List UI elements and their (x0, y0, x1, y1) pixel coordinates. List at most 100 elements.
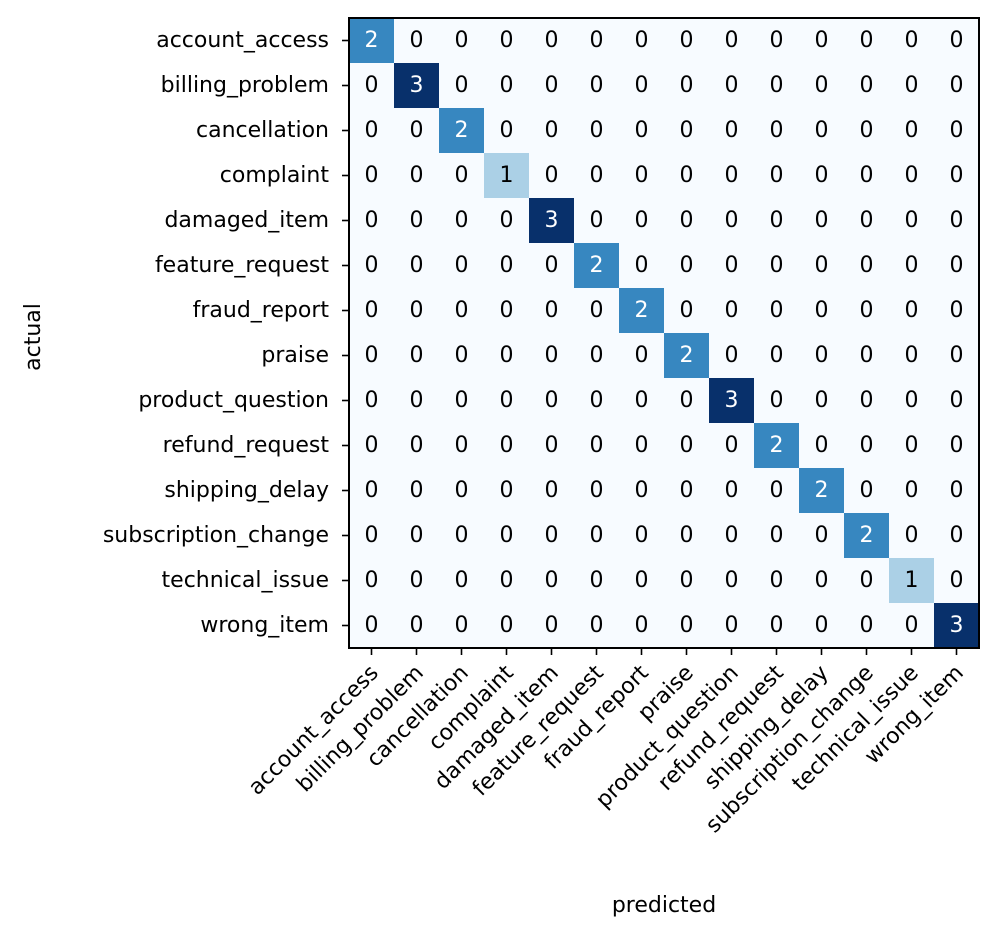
heatmap-cell-value: 0 (590, 73, 604, 98)
heatmap-cell (394, 423, 439, 468)
heatmap-cell-value: 0 (815, 388, 829, 413)
heatmap-cell-value: 0 (500, 613, 514, 638)
heatmap-cell (889, 558, 934, 603)
heatmap-cell (529, 288, 574, 333)
y-tick-label: billing_problem (161, 73, 329, 98)
heatmap-cell-value: 0 (770, 568, 784, 593)
heatmap-cell (799, 468, 844, 513)
heatmap-cell-value: 0 (815, 343, 829, 368)
heatmap-cell (619, 423, 664, 468)
heatmap-cell (844, 243, 889, 288)
heatmap-cell-value: 0 (770, 343, 784, 368)
y-tick-label: fraud_report (193, 298, 330, 323)
heatmap-cell-value: 0 (725, 478, 739, 503)
heatmap-cell (934, 18, 979, 63)
heatmap-cell-value: 0 (905, 478, 919, 503)
heatmap-cell (574, 63, 619, 108)
heatmap-cell-value: 0 (500, 253, 514, 278)
heatmap-cell-value: 0 (545, 568, 559, 593)
heatmap-cell-value: 0 (725, 163, 739, 188)
x-axis-label: predicted (612, 893, 716, 918)
heatmap-cell (394, 243, 439, 288)
heatmap-cell (754, 18, 799, 63)
heatmap-cell (754, 558, 799, 603)
heatmap-cell-value: 0 (680, 28, 694, 53)
heatmap-cell (574, 558, 619, 603)
heatmap-cell-value: 0 (680, 568, 694, 593)
heatmap-cell-value: 0 (635, 163, 649, 188)
heatmap-cell-value: 0 (860, 118, 874, 143)
heatmap-cell (349, 558, 394, 603)
heatmap-cell (619, 18, 664, 63)
heatmap-cell (484, 153, 529, 198)
heatmap-cell (754, 513, 799, 558)
heatmap-cell-value: 0 (365, 568, 379, 593)
heatmap-cell (934, 108, 979, 153)
heatmap-cell-value: 0 (545, 298, 559, 323)
heatmap-cell (484, 423, 529, 468)
heatmap-cell (394, 288, 439, 333)
heatmap-cell (349, 333, 394, 378)
heatmap-cell-value: 0 (500, 433, 514, 458)
heatmap-cell (349, 108, 394, 153)
heatmap-cell (664, 378, 709, 423)
heatmap-cell (709, 423, 754, 468)
heatmap-cell (889, 513, 934, 558)
heatmap-cell-value: 0 (770, 253, 784, 278)
heatmap-cell-value: 0 (635, 568, 649, 593)
heatmap-cell-value: 0 (770, 478, 784, 503)
heatmap-cell (349, 513, 394, 558)
heatmap-cell-value: 0 (860, 208, 874, 233)
heatmap-cell (889, 288, 934, 333)
heatmap-cell-value: 0 (905, 28, 919, 53)
heatmap-cell-value: 0 (365, 163, 379, 188)
heatmap-cell-value: 0 (590, 343, 604, 368)
heatmap-cell (394, 468, 439, 513)
heatmap-cell (844, 378, 889, 423)
heatmap-cell (799, 558, 844, 603)
heatmap-cell (664, 513, 709, 558)
heatmap-cell (664, 108, 709, 153)
heatmap-cell-value: 0 (410, 568, 424, 593)
y-axis-label: actual (21, 303, 46, 371)
heatmap-cell (754, 288, 799, 333)
heatmap-cell (529, 378, 574, 423)
heatmap-cell (709, 63, 754, 108)
heatmap-cell-value: 0 (365, 478, 379, 503)
heatmap-cell-value: 0 (725, 208, 739, 233)
heatmap-cell-value: 0 (455, 433, 469, 458)
heatmap-cell (934, 243, 979, 288)
heatmap-cell (529, 198, 574, 243)
heatmap-cell-value: 0 (680, 613, 694, 638)
heatmap-cell-value: 2 (860, 523, 874, 548)
heatmap-cell (439, 288, 484, 333)
y-tick-label: refund_request (163, 433, 330, 458)
y-tick-label: cancellation (196, 118, 329, 143)
heatmap-cell-value: 0 (905, 163, 919, 188)
heatmap-cell (349, 603, 394, 648)
heatmap-cell-value: 2 (680, 343, 694, 368)
heatmap-cell (439, 423, 484, 468)
heatmap-cell-value: 0 (455, 253, 469, 278)
heatmap-cell-value: 2 (770, 433, 784, 458)
heatmap-cell (664, 333, 709, 378)
heatmap-cell (439, 18, 484, 63)
y-tick-label: feature_request (155, 253, 329, 278)
heatmap-cell-value: 0 (815, 613, 829, 638)
heatmap-cell (844, 18, 889, 63)
heatmap-cell-value: 0 (950, 388, 964, 413)
heatmap-cell-value: 0 (500, 568, 514, 593)
y-tick-label: shipping_delay (164, 478, 329, 503)
heatmap-cell-value: 0 (950, 433, 964, 458)
heatmap-cell (574, 243, 619, 288)
heatmap-cell-value: 0 (860, 433, 874, 458)
heatmap-cell-value: 0 (950, 253, 964, 278)
heatmap-cell (529, 513, 574, 558)
heatmap-cell (709, 288, 754, 333)
heatmap-cell (484, 333, 529, 378)
heatmap-cell (394, 18, 439, 63)
heatmap-cell-value: 0 (770, 28, 784, 53)
heatmap-cell (934, 333, 979, 378)
heatmap-cell-value: 0 (410, 253, 424, 278)
heatmap-cell-value: 0 (725, 613, 739, 638)
